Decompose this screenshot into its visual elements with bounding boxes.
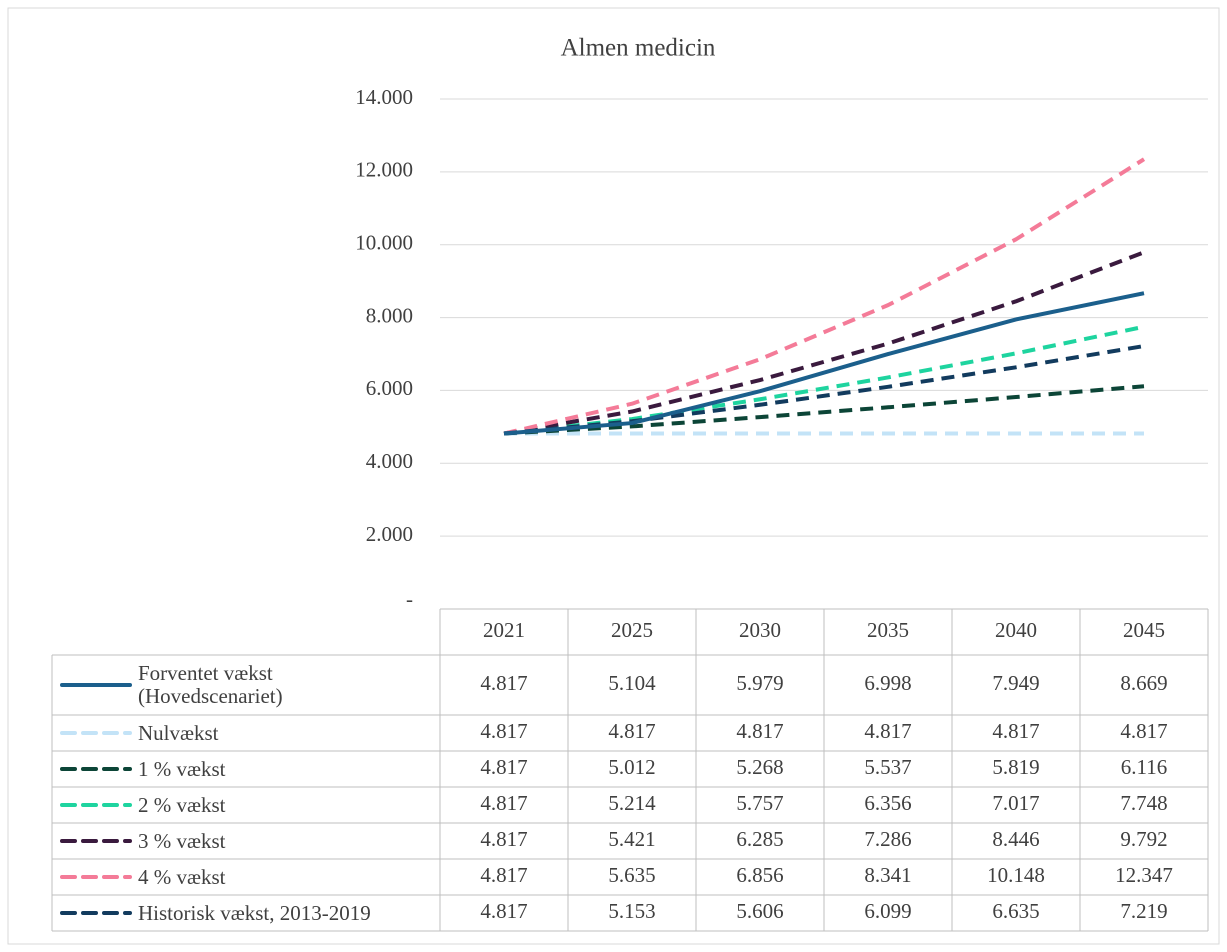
data-label: 10.148 — [987, 863, 1045, 887]
data-label: 4.817 — [480, 863, 527, 887]
data-label: 4.817 — [736, 719, 783, 743]
data-label: 7.748 — [1120, 791, 1167, 815]
data-label: 4.817 — [608, 719, 655, 743]
y-tick-label: 2.000 — [366, 522, 413, 546]
data-label: 5.819 — [992, 755, 1039, 779]
y-tick-label: 12.000 — [355, 158, 413, 182]
data-label: 4.817 — [1120, 719, 1167, 743]
data-label: 4.817 — [480, 755, 527, 779]
data-label: 7.219 — [1120, 899, 1167, 923]
data-label: 4.817 — [480, 827, 527, 851]
legend-label: 4 % vækst — [138, 864, 226, 889]
data-label: 7.949 — [992, 671, 1039, 695]
data-label: 6.099 — [864, 899, 911, 923]
data-label: 5.537 — [864, 755, 911, 779]
data-label: 6.285 — [736, 827, 783, 851]
data-label: 5.421 — [608, 827, 655, 851]
data-label: 5.757 — [736, 791, 783, 815]
x-tick-label: 2035 — [867, 618, 909, 642]
y-tick-label: 8.000 — [366, 303, 413, 327]
x-tick-label: 2025 — [611, 618, 653, 642]
data-label: 6.856 — [736, 863, 783, 887]
y-tick-label: - — [406, 587, 413, 611]
legend-label-box: 2 % vækst — [138, 792, 226, 817]
y-tick-label: 10.000 — [355, 231, 413, 255]
data-label: 9.792 — [1120, 827, 1167, 851]
data-label: 5.979 — [736, 671, 783, 695]
legend-label: Forventet vækst (Hovedscenariet) — [138, 661, 283, 708]
series-line — [503, 384, 1145, 436]
data-label: 6.635 — [992, 899, 1039, 923]
chart-title: Almen medicin — [561, 35, 716, 62]
legend-label-box: 1 % vækst — [138, 756, 226, 781]
data-label: 4.817 — [480, 719, 527, 743]
x-tick-label: 2021 — [483, 618, 525, 642]
data-label: 4.817 — [992, 719, 1039, 743]
data-label: 6.116 — [1121, 755, 1167, 779]
data-label: 5.214 — [608, 791, 656, 815]
data-label: 7.286 — [864, 827, 911, 851]
data-label: 4.817 — [480, 671, 527, 695]
x-tick-label: 2040 — [995, 618, 1037, 642]
data-label: 7.017 — [992, 791, 1039, 815]
legend-label: Nulvækst — [138, 720, 219, 745]
series-line — [503, 157, 1146, 436]
y-tick-label: 14.000 — [355, 85, 413, 109]
legend-label: Historisk vækst, 2013-2019 — [138, 900, 371, 925]
data-label: 4.817 — [864, 719, 911, 743]
data-label: 4.817 — [480, 791, 527, 815]
legend-label-box: 3 % vækst — [138, 828, 226, 853]
data-label: 5.268 — [736, 755, 783, 779]
legend-label: 1 % vækst — [138, 756, 226, 781]
data-label: 5.104 — [608, 671, 656, 695]
data-label: 12.347 — [1115, 863, 1173, 887]
y-tick-label: 4.000 — [366, 449, 413, 473]
legend-label-box: Forventet vækst (Hovedscenariet) — [138, 661, 283, 708]
data-label: 6.998 — [864, 671, 911, 695]
legend-label: 3 % vækst — [138, 828, 226, 853]
data-label: 8.341 — [864, 863, 911, 887]
x-tick-label: 2045 — [1123, 618, 1165, 642]
x-tick-label: 2030 — [739, 618, 781, 642]
legend-label-box: Nulvækst — [138, 720, 219, 745]
chart-border — [7, 7, 1220, 945]
legend-label-box: Historisk vækst, 2013-2019 — [138, 900, 371, 925]
data-label: 5.606 — [736, 899, 783, 923]
data-label: 6.356 — [864, 791, 911, 815]
data-label: 5.012 — [608, 755, 655, 779]
legend-label-box: 4 % vækst — [138, 864, 226, 889]
y-tick-label: 6.000 — [366, 376, 413, 400]
data-label: 5.635 — [608, 863, 655, 887]
series-line — [503, 250, 1145, 436]
data-label: 8.446 — [992, 827, 1039, 851]
series-line — [503, 291, 1145, 436]
data-label: 4.817 — [480, 899, 527, 923]
data-label: 5.153 — [608, 899, 655, 923]
data-label: 8.669 — [1120, 671, 1167, 695]
legend-label: 2 % vækst — [138, 792, 226, 817]
